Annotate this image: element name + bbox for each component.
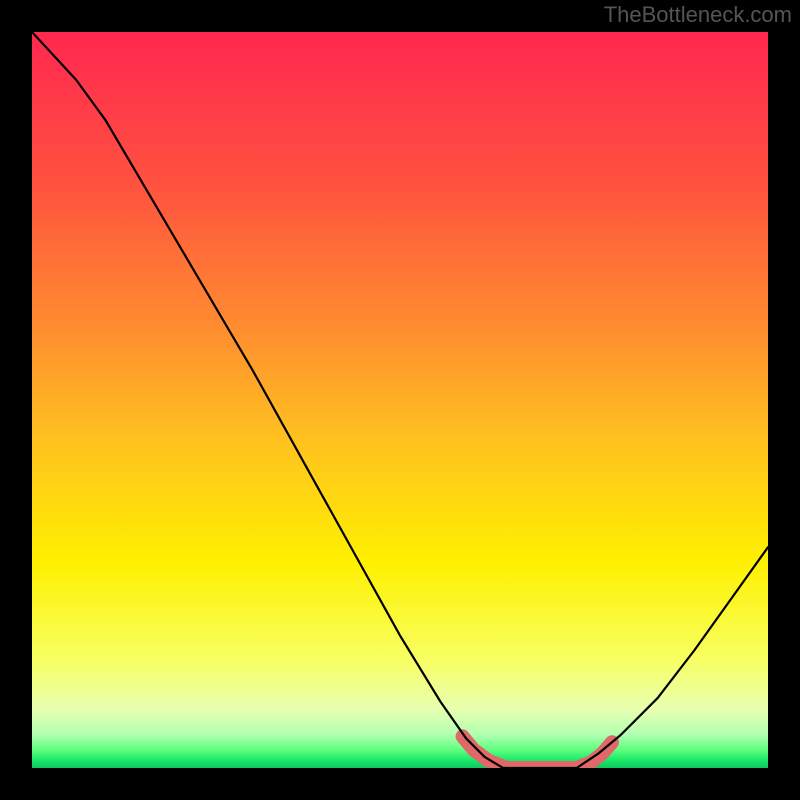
chart-container: TheBottleneck.com bbox=[0, 0, 800, 800]
curve-layer bbox=[32, 32, 768, 768]
highlight-segment bbox=[463, 736, 612, 768]
watermark-text: TheBottleneck.com bbox=[604, 2, 792, 28]
plot-area bbox=[32, 32, 768, 768]
bottleneck-curve bbox=[32, 32, 768, 768]
